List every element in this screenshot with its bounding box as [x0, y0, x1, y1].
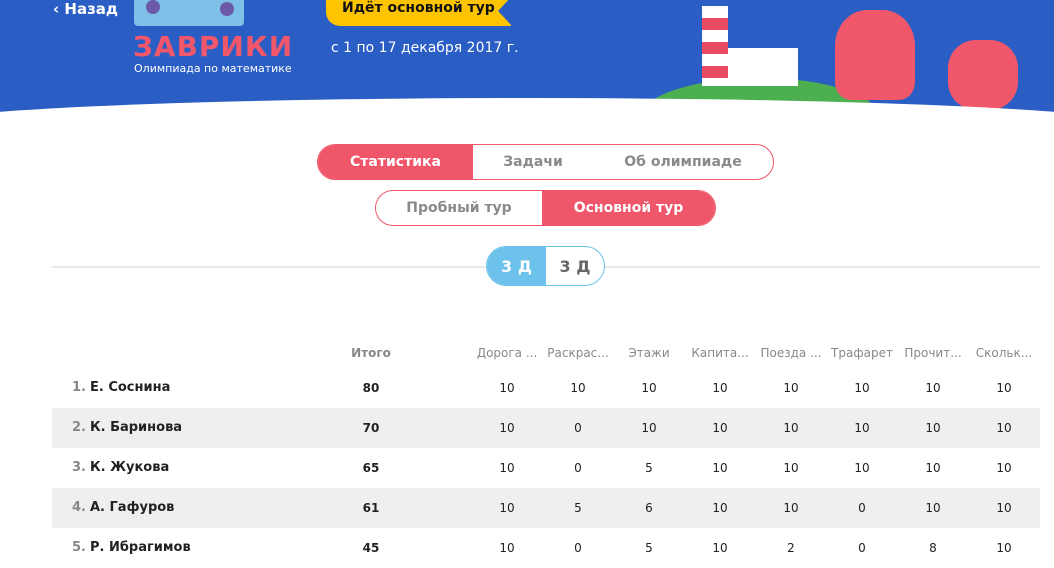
- total-score: 65: [362, 461, 380, 475]
- task-score: 10: [499, 381, 515, 395]
- dino-illustration: [835, 10, 915, 100]
- back-link[interactable]: ‹ Назад: [53, 0, 119, 18]
- column-header[interactable]: Раскрас...: [547, 346, 609, 360]
- task-score: 10: [641, 421, 657, 435]
- task-score: 10: [925, 421, 941, 435]
- task-score: 10: [499, 541, 515, 555]
- task-score: 10: [854, 461, 870, 475]
- column-header[interactable]: Скольк...: [975, 346, 1033, 360]
- task-score: 10: [783, 461, 799, 475]
- name: К. Баринова: [89, 420, 183, 435]
- tab-about[interactable]: Об олимпиаде: [624, 154, 742, 170]
- participant-name: 4. А. Гафуров: [72, 488, 174, 528]
- participant-name: 2. К. Баринова: [72, 408, 182, 448]
- task-score: 10: [925, 461, 941, 475]
- column-header[interactable]: Этажи: [628, 346, 670, 360]
- task-score: 10: [925, 501, 941, 515]
- task-score: 0: [574, 541, 582, 555]
- table-row: 1. Е. Соснина 80 10 10 10 10 10 10 10 10: [52, 368, 1040, 408]
- tab-trial-round[interactable]: Пробный тур: [406, 200, 512, 216]
- task-score: 8: [929, 541, 937, 555]
- task-score: 10: [996, 421, 1012, 435]
- task-score: 2: [787, 541, 795, 555]
- logo-image: [134, 0, 244, 26]
- task-score: 10: [499, 421, 515, 435]
- task-score: 10: [712, 541, 728, 555]
- task-score: 10: [783, 501, 799, 515]
- dino-small-illustration: [948, 40, 1018, 110]
- task-score: 10: [925, 381, 941, 395]
- participant-name: 5. Р. Ибрагимов: [72, 528, 191, 568]
- task-score: 10: [854, 421, 870, 435]
- task-score: 10: [499, 501, 515, 515]
- task-score: 0: [574, 461, 582, 475]
- task-score: 10: [996, 541, 1012, 555]
- table-row: 4. А. Гафуров 61 10 5 6 10 10 0 10 10: [52, 488, 1040, 528]
- status-ribbon: Идёт основной тур: [326, 0, 512, 26]
- task-score: 6: [645, 501, 653, 515]
- house-illustration: [728, 48, 798, 86]
- total-score: 80: [362, 381, 380, 395]
- rank: 2.: [72, 420, 86, 435]
- task-score: 0: [574, 421, 582, 435]
- table-row: 5. Р. Ибрагимов 45 10 0 5 10 2 0 8 10: [52, 528, 1040, 568]
- task-score: 5: [645, 541, 653, 555]
- task-score: 10: [712, 421, 728, 435]
- main-tabs: Статистика Задачи Об олимпиаде: [317, 144, 774, 180]
- total-score: 61: [362, 501, 380, 515]
- column-header[interactable]: Поезда ...: [760, 346, 822, 360]
- task-score: 10: [783, 421, 799, 435]
- table-row: 3. К. Жукова 65 10 0 5 10 10 10 10 10: [52, 448, 1040, 488]
- grade-option[interactable]: 3 Д: [487, 247, 546, 285]
- rank: 5.: [72, 540, 86, 555]
- task-score: 10: [570, 381, 586, 395]
- total-score: 45: [362, 541, 380, 555]
- participant-name: 1. Е. Соснина: [72, 368, 170, 408]
- rank: 3.: [72, 460, 86, 475]
- logo-title: ЗАВРИКИ: [133, 30, 294, 63]
- name: Е. Соснина: [89, 380, 171, 395]
- column-header[interactable]: Трафарет: [831, 346, 893, 360]
- column-header[interactable]: Прочит...: [904, 346, 962, 360]
- column-header[interactable]: Капита...: [691, 346, 749, 360]
- tab-main-round[interactable]: Основной тур: [542, 191, 715, 225]
- table-row: 2. К. Баринова 70 10 0 10 10 10 10 10 10: [52, 408, 1040, 448]
- total-header: Итого: [351, 346, 391, 360]
- task-score: 5: [574, 501, 582, 515]
- task-score: 5: [645, 461, 653, 475]
- tab-tasks[interactable]: Задачи: [503, 154, 563, 170]
- name: Р. Ибрагимов: [89, 540, 191, 555]
- task-score: 10: [783, 381, 799, 395]
- task-score: 10: [641, 381, 657, 395]
- task-score: 0: [858, 541, 866, 555]
- header-curve: [0, 98, 1054, 112]
- logo-subtitle: Олимпиада по математике: [134, 62, 292, 75]
- task-score: 0: [858, 501, 866, 515]
- task-score: 10: [712, 501, 728, 515]
- task-score: 10: [499, 461, 515, 475]
- header: ‹ Назад ЗАВРИКИ Олимпиада по математике …: [0, 0, 1054, 112]
- task-score: 10: [996, 461, 1012, 475]
- tab-statistics[interactable]: Статистика: [318, 145, 473, 179]
- name: А. Гафуров: [89, 500, 175, 515]
- participant-name: 3. К. Жукова: [72, 448, 169, 488]
- task-score: 10: [996, 381, 1012, 395]
- rank: 4.: [72, 500, 86, 515]
- name: К. Жукова: [89, 460, 170, 475]
- task-score: 10: [712, 461, 728, 475]
- total-score: 70: [362, 421, 380, 435]
- task-score: 10: [996, 501, 1012, 515]
- task-score: 10: [712, 381, 728, 395]
- grade-switch: 3 Д 3 Д: [486, 246, 605, 286]
- round-tabs: Пробный тур Основной тур: [375, 190, 716, 226]
- column-header[interactable]: Дорога ...: [476, 346, 538, 360]
- dates: с 1 по 17 декабря 2017 г.: [331, 40, 519, 56]
- table-header: Итого Дорога ... Раскрас... Этажи Капита...…: [52, 343, 1040, 363]
- task-score: 10: [854, 381, 870, 395]
- rank: 1.: [72, 380, 86, 395]
- grade-option[interactable]: 3 Д: [559, 256, 591, 276]
- lighthouse-illustration: [702, 6, 728, 86]
